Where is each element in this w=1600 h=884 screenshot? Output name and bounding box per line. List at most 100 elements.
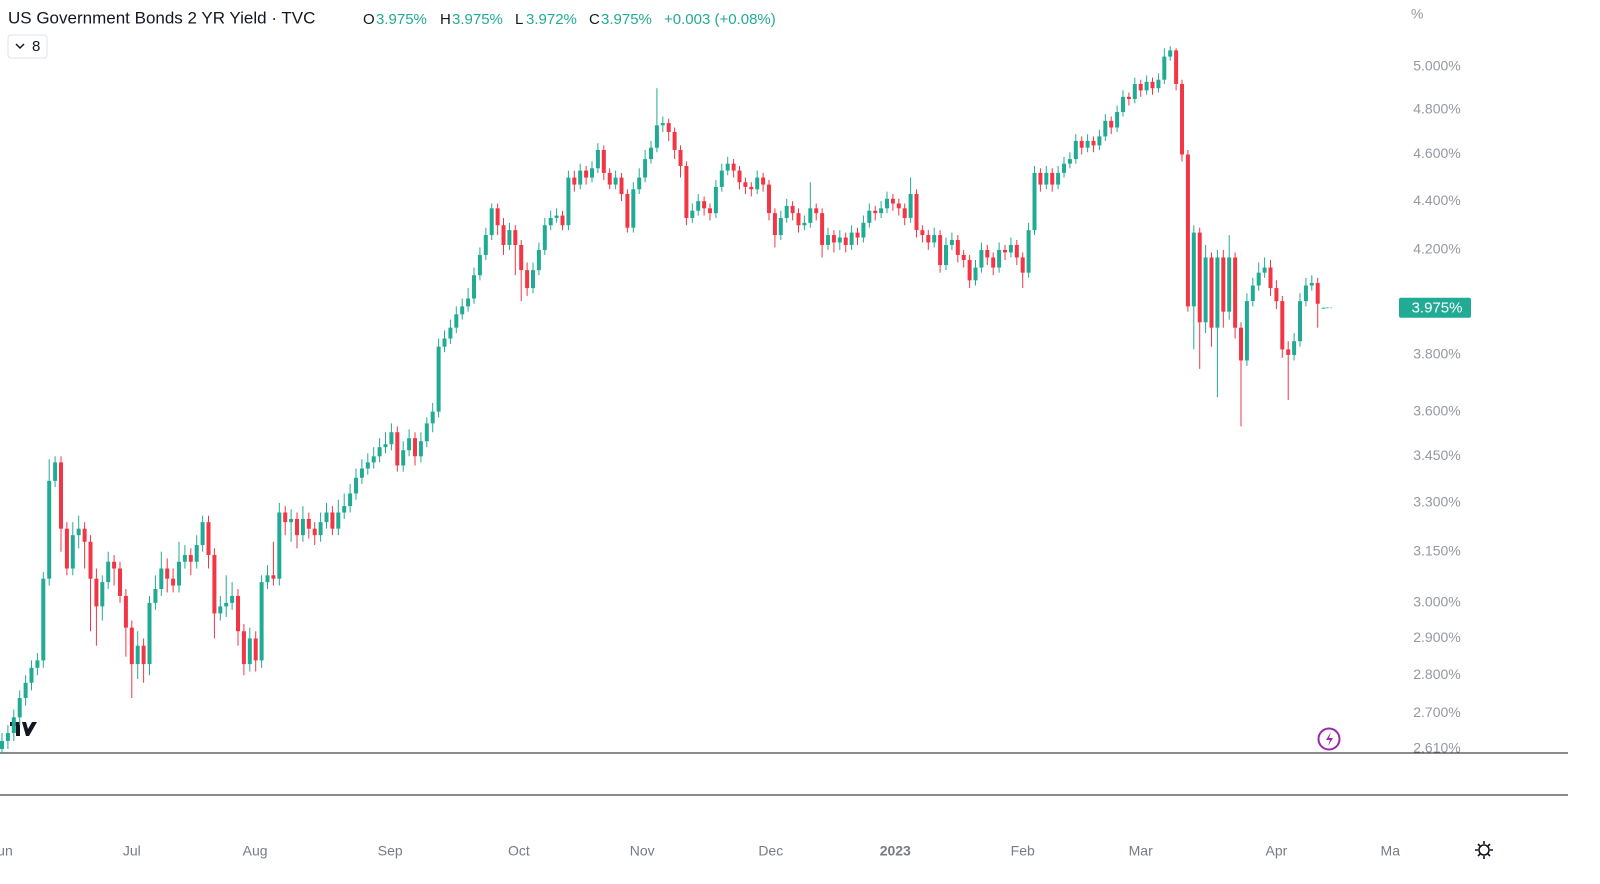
candle-body <box>47 480 52 579</box>
candle-body <box>513 230 518 245</box>
candle-body <box>306 518 311 529</box>
open-value: 3.975% <box>376 11 427 28</box>
candle-body <box>731 163 736 171</box>
candle-body <box>1197 232 1202 323</box>
candle-body <box>1298 301 1303 342</box>
candle-body <box>607 172 612 185</box>
x-tick-label: Ma <box>1381 843 1401 859</box>
candle-body <box>613 177 618 185</box>
candle-body <box>1185 154 1190 307</box>
candle-body <box>572 177 577 185</box>
settings-icon[interactable] <box>1475 841 1493 859</box>
toggle-box[interactable] <box>7 34 48 59</box>
candle-body <box>141 645 146 665</box>
candle-body <box>100 582 105 607</box>
candle-body <box>737 170 742 183</box>
candle-body <box>631 189 636 228</box>
candle-body <box>696 201 701 211</box>
candle-body <box>1162 56 1167 80</box>
y-tick-label: 3.150% <box>1413 542 1460 558</box>
candle-body <box>342 506 347 513</box>
candle-body <box>944 244 949 266</box>
last-price-label: 3.975% <box>1412 300 1463 317</box>
candle-body <box>725 163 730 171</box>
high-label: H <box>440 11 451 28</box>
candle-body <box>1121 96 1126 113</box>
candle-body <box>182 555 187 562</box>
lightning-icon[interactable] <box>1317 727 1341 751</box>
change-value: +0.003 (+0.08%) <box>664 11 776 28</box>
indicator-toggle[interactable]: 8 <box>7 34 48 59</box>
candle-body <box>820 213 825 245</box>
candle-body <box>855 232 860 238</box>
candle-body <box>383 444 388 448</box>
candle-body <box>477 254 482 276</box>
candle-body <box>1321 307 1326 309</box>
candle-body <box>920 230 925 236</box>
candle-body <box>1032 172 1037 231</box>
y-tick-label: 3.300% <box>1413 494 1460 510</box>
candle-body <box>1286 349 1291 355</box>
candle-body <box>584 170 589 178</box>
candle-body <box>129 627 134 665</box>
candle-body <box>53 462 58 481</box>
candle-body <box>678 149 683 166</box>
candle-body <box>932 235 937 243</box>
candle-body <box>1079 140 1084 148</box>
candle-body <box>997 249 1002 268</box>
candle-body <box>88 541 93 579</box>
open-label: O <box>363 11 375 28</box>
candle-body <box>1250 285 1255 302</box>
candle-body <box>938 235 943 266</box>
candle-body <box>619 177 624 195</box>
candle-body <box>59 462 64 529</box>
candle-body <box>418 441 423 457</box>
candle-body <box>808 208 813 223</box>
candle-body <box>300 518 305 536</box>
candle-body <box>159 568 164 589</box>
candle-body <box>1008 244 1013 253</box>
candle-body <box>660 123 665 126</box>
candle-body <box>554 215 559 218</box>
y-tick-label: 4.400% <box>1413 192 1460 208</box>
low-label: L <box>515 11 523 28</box>
candle-body <box>324 512 329 523</box>
candle-body <box>430 411 435 424</box>
candle-body <box>389 432 394 445</box>
candle-body <box>1156 79 1161 89</box>
x-tick-label: Dec <box>758 843 783 859</box>
candle-body <box>436 346 441 412</box>
candle-body <box>1303 285 1308 302</box>
candle-body <box>1256 272 1261 286</box>
candle-body <box>814 208 819 214</box>
gear[interactable] <box>1478 844 1490 856</box>
candle-body <box>1221 257 1226 312</box>
candle-body <box>271 575 276 579</box>
y-tick-label: 2.700% <box>1413 704 1460 720</box>
candle-body <box>601 149 606 173</box>
candle-body <box>147 602 152 665</box>
candle-body <box>1115 112 1120 128</box>
candle-body <box>796 213 801 226</box>
candle-body <box>407 438 412 451</box>
candle-body <box>5 733 10 741</box>
candle-body <box>230 595 235 603</box>
close-label: C <box>589 11 600 28</box>
candle-body <box>330 512 335 529</box>
candle-body <box>1103 120 1108 137</box>
toggle-count: 8 <box>32 38 40 55</box>
candle-body <box>560 215 565 226</box>
candle-body <box>1038 172 1043 185</box>
candle-body <box>867 210 872 223</box>
y-tick-label: 4.600% <box>1413 145 1460 161</box>
candle-body <box>973 267 978 281</box>
icon-ring[interactable] <box>1317 727 1341 751</box>
candle-body <box>188 555 193 562</box>
candle-body <box>826 235 831 245</box>
tv-logo <box>10 722 37 736</box>
candle-body <box>377 447 382 457</box>
candle-body <box>259 582 264 661</box>
candle-body <box>177 561 182 586</box>
y-tick-label: 2.900% <box>1413 629 1460 645</box>
y-tick-label: 2.800% <box>1413 666 1460 682</box>
